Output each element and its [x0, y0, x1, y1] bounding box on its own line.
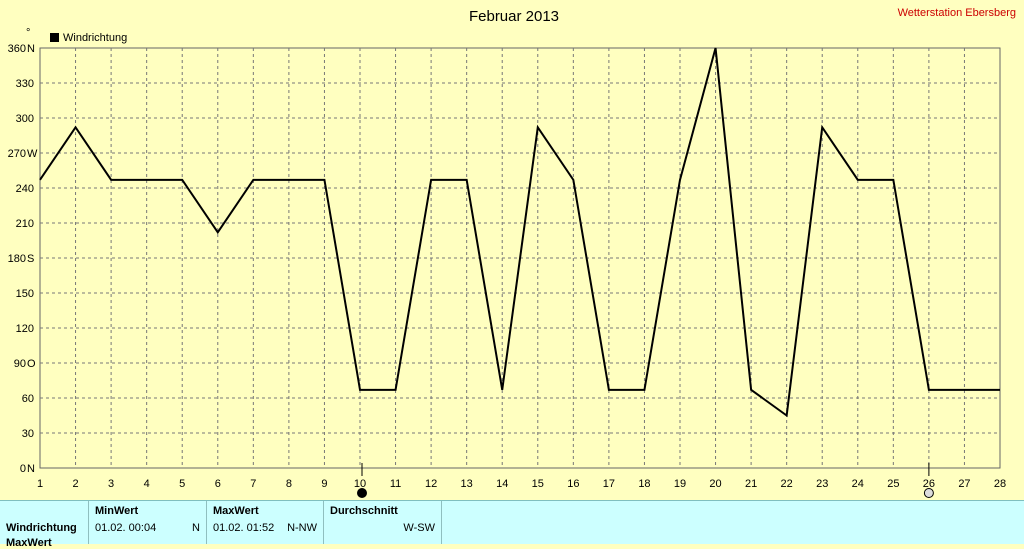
avg-direction: W-SW [403, 522, 435, 534]
max-date: 01.02. [213, 522, 244, 534]
x-tick-label: 18 [638, 478, 650, 490]
x-tick-label: 20 [709, 478, 721, 490]
max-header: MaxWert [213, 505, 259, 517]
grid-lines [40, 48, 1000, 468]
x-tick-label: 1 [37, 478, 43, 490]
x-tick-label: 22 [781, 478, 793, 490]
y-tick-label: 360 [8, 43, 26, 55]
x-tick-label: 2 [72, 478, 78, 490]
stats-panel: Windrichtung MaxWert MinWert 01.02. 00:0… [0, 500, 1024, 549]
x-tick-label: 7 [250, 478, 256, 490]
avg-header: Durchschnitt [330, 505, 398, 517]
y-tick-label: 0 [20, 463, 26, 475]
x-tick-label: 12 [425, 478, 437, 490]
chart-title: Februar 2013 [469, 8, 559, 25]
series-windrichtung [39, 47, 1000, 418]
filled-marker-dot [357, 488, 367, 498]
x-tick-label: 4 [144, 478, 150, 490]
x-axis: 1 2 3 4 5 6 7 8 9 10 11 12 13 14 15 16 17 18 19 20 21 22 23 24 2… [37, 478, 1006, 490]
y-tick-direction: S [27, 253, 34, 265]
station-name: Wetterstation Ebersberg [898, 7, 1016, 19]
y-tick-label: 330 [16, 78, 34, 90]
x-tick-label: 8 [286, 478, 292, 490]
y-tick-direction: W [27, 148, 38, 160]
wind-direction-chart: Februar 2013 Wetterstation Ebersberg ° W… [8, 7, 1016, 498]
y-tick-label: 270 [8, 148, 26, 160]
y-tick-label: 180 [8, 253, 26, 265]
x-tick-label: 13 [461, 478, 473, 490]
x-tick-label: 11 [390, 478, 401, 490]
x-tick-label: 3 [108, 478, 114, 490]
min-header: MinWert [95, 505, 139, 517]
y-tick-label: 60 [22, 393, 34, 405]
x-tick-label: 6 [215, 478, 221, 490]
y-tick-direction: O [27, 358, 36, 370]
stats-row-label: Windrichtung [6, 522, 77, 534]
legend-label: Windrichtung [63, 32, 127, 44]
y-tick-label: 240 [16, 183, 34, 195]
max-time: 01:52 [246, 522, 275, 534]
x-tick-label: 5 [179, 478, 185, 490]
max-direction: N-NW [287, 522, 317, 534]
y-tick-label: 90 [14, 358, 26, 370]
x-tick-label: 9 [321, 478, 327, 490]
day-markers [357, 463, 934, 498]
legend-swatch [50, 33, 59, 42]
y-tick-label: 150 [16, 288, 34, 300]
x-tick-label: 14 [496, 478, 508, 490]
series-line [39, 47, 1000, 418]
min-direction: N [192, 522, 200, 534]
stats-min-cell: MinWert 01.02. 00:04 N [89, 501, 207, 544]
stats-label-cell [0, 501, 89, 544]
hollow-marker-dot [923, 488, 934, 498]
x-tick-label: 27 [958, 478, 970, 490]
min-time: 00:04 [128, 522, 157, 534]
stats-max-cell: MaxWert 01.02. 01:52 N-NW [207, 501, 324, 544]
x-tick-label: 19 [674, 478, 686, 490]
x-tick-label: 15 [532, 478, 544, 490]
y-tick-direction: N [27, 43, 35, 55]
min-date: 01.02. [95, 522, 126, 534]
y-unit-mark: ° [26, 27, 30, 39]
x-tick-label: 26 [923, 478, 935, 490]
y-tick-label: 30 [22, 428, 34, 440]
y-tick-direction: N [27, 463, 35, 475]
x-tick-label: 10 [354, 478, 366, 490]
x-tick-label: 21 [745, 478, 757, 490]
x-tick-label: 25 [887, 478, 899, 490]
stats-avg-cell: Durchschnitt W-SW [324, 501, 442, 544]
y-tick-label: 300 [16, 113, 34, 125]
y-tick-label: 120 [16, 323, 34, 335]
y-tick-label: 210 [16, 218, 34, 230]
x-tick-label: 24 [852, 478, 864, 490]
x-tick-label: 28 [994, 478, 1006, 490]
x-tick-label: 17 [603, 478, 615, 490]
x-tick-label: 16 [567, 478, 579, 490]
x-tick-label: 23 [816, 478, 828, 490]
